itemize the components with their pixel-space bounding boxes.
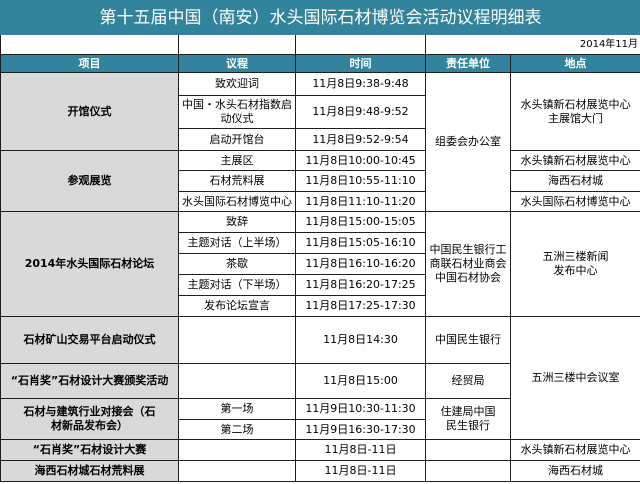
header-project: 项目 bbox=[0, 54, 179, 73]
header-agenda: 议程 bbox=[178, 54, 296, 73]
location-cell: 水头镇新石材展览中心主展馆大门 bbox=[509, 72, 640, 151]
agenda-cell: 第一场 bbox=[178, 398, 296, 420]
agenda-cell: 茶歇 bbox=[178, 253, 296, 275]
location-cell: 五洲三楼中会议室 bbox=[509, 316, 640, 440]
time-cell: 11月8日10:55-11:10 bbox=[295, 170, 426, 192]
project-rough: 海西石材城石材荒料展 bbox=[0, 460, 179, 482]
location-cell: 水头镇新石材展览中心 bbox=[509, 150, 640, 171]
time-cell: 11月8日17:25-17:30 bbox=[295, 295, 426, 317]
agenda-cell: 发布论坛宣言 bbox=[178, 295, 296, 317]
time-cell: 11月8日9:38-9:48 bbox=[295, 72, 426, 96]
responsible-cell bbox=[425, 439, 511, 461]
time-cell: 11月8日16:10-16:20 bbox=[295, 253, 426, 275]
location-cell: 海西石材城 bbox=[509, 170, 640, 192]
time-cell: 11月8日15:00 bbox=[295, 363, 426, 399]
agenda-cell: 主题对话（上半场） bbox=[178, 232, 296, 254]
time-cell: 11月9日16:30-17:30 bbox=[295, 419, 426, 440]
header-responsible: 责任单位 bbox=[425, 54, 511, 73]
time-cell: 11月8日10:00-10:45 bbox=[295, 150, 426, 171]
time-cell: 11月9日10:30-11:30 bbox=[295, 398, 426, 420]
time-cell: 11月8日-11日 bbox=[295, 460, 426, 482]
agenda-cell bbox=[178, 460, 296, 482]
date-note: 2014年11月 bbox=[424, 34, 640, 55]
project-visit: 参观展览 bbox=[0, 150, 179, 212]
project-matchmaking: 石材与建筑行业对接会（石材新品发布会） bbox=[0, 398, 179, 440]
project-mining: 石材矿山交易平台启动仪式 bbox=[0, 316, 179, 364]
agenda-cell: 石材荒料展 bbox=[178, 170, 296, 192]
agenda-cell bbox=[178, 439, 296, 461]
agenda-cell: 启动开馆台 bbox=[178, 128, 296, 151]
blank-cell bbox=[295, 34, 426, 55]
project-contest: “石肖奖”石材设计大赛 bbox=[0, 439, 179, 461]
responsible-cell: 住建局中国民生银行 bbox=[425, 398, 511, 440]
agenda-cell: 水头国际石材博览中心 bbox=[178, 191, 296, 212]
project-forum: 2014年水头国际石材论坛 bbox=[0, 211, 179, 317]
time-cell: 11月8日9:52-9:54 bbox=[295, 128, 426, 151]
responsible-cell: 中国民生银行工商联石材业商会中国石材协会 bbox=[425, 211, 511, 317]
agenda-cell bbox=[178, 316, 296, 364]
responsible-cell bbox=[425, 460, 511, 482]
location-cell: 水头国际石材博览中心 bbox=[509, 191, 640, 212]
agenda-cell: 致辞 bbox=[178, 211, 296, 233]
project-award: “石肖奖”石材设计大赛颁奖活动 bbox=[0, 363, 179, 399]
responsible-cell: 组委会办公室 bbox=[425, 72, 511, 212]
project-opening: 开馆仪式 bbox=[0, 72, 179, 151]
time-cell: 11月8日15:05-16:10 bbox=[295, 232, 426, 254]
header-location: 地点 bbox=[509, 54, 640, 73]
blank-cell bbox=[178, 34, 296, 55]
agenda-cell: 第二场 bbox=[178, 419, 296, 440]
agenda-cell: 致欢迎词 bbox=[178, 72, 296, 96]
location-cell: 水头镇新石材展览中心 bbox=[509, 439, 640, 461]
time-cell: 11月8日9:48-9:52 bbox=[295, 95, 426, 129]
time-cell: 11月8日-11日 bbox=[295, 439, 426, 461]
location-cell: 五洲三楼新闻发布中心 bbox=[509, 211, 640, 317]
time-cell: 11月8日11:10-11:20 bbox=[295, 191, 426, 212]
blank-cell bbox=[0, 34, 179, 55]
agenda-cell: 主展区 bbox=[178, 150, 296, 171]
time-cell: 11月8日16:20-17:25 bbox=[295, 274, 426, 296]
responsible-cell: 经贸局 bbox=[425, 363, 511, 399]
agenda-cell: 中国・水头石材指数启动仪式 bbox=[178, 95, 296, 129]
responsible-cell: 中国民生银行 bbox=[425, 316, 511, 364]
location-cell: 海西石材城 bbox=[509, 460, 640, 482]
agenda-cell: 主题对话（下半场） bbox=[178, 274, 296, 296]
header-time: 时间 bbox=[295, 54, 426, 73]
page-title: 第十五届中国（南安）水头国际石材博览会活动议程明细表 bbox=[0, 0, 640, 35]
time-cell: 11月8日15:00-15:05 bbox=[295, 211, 426, 233]
agenda-cell bbox=[178, 363, 296, 399]
time-cell: 11月8日14:30 bbox=[295, 316, 426, 364]
